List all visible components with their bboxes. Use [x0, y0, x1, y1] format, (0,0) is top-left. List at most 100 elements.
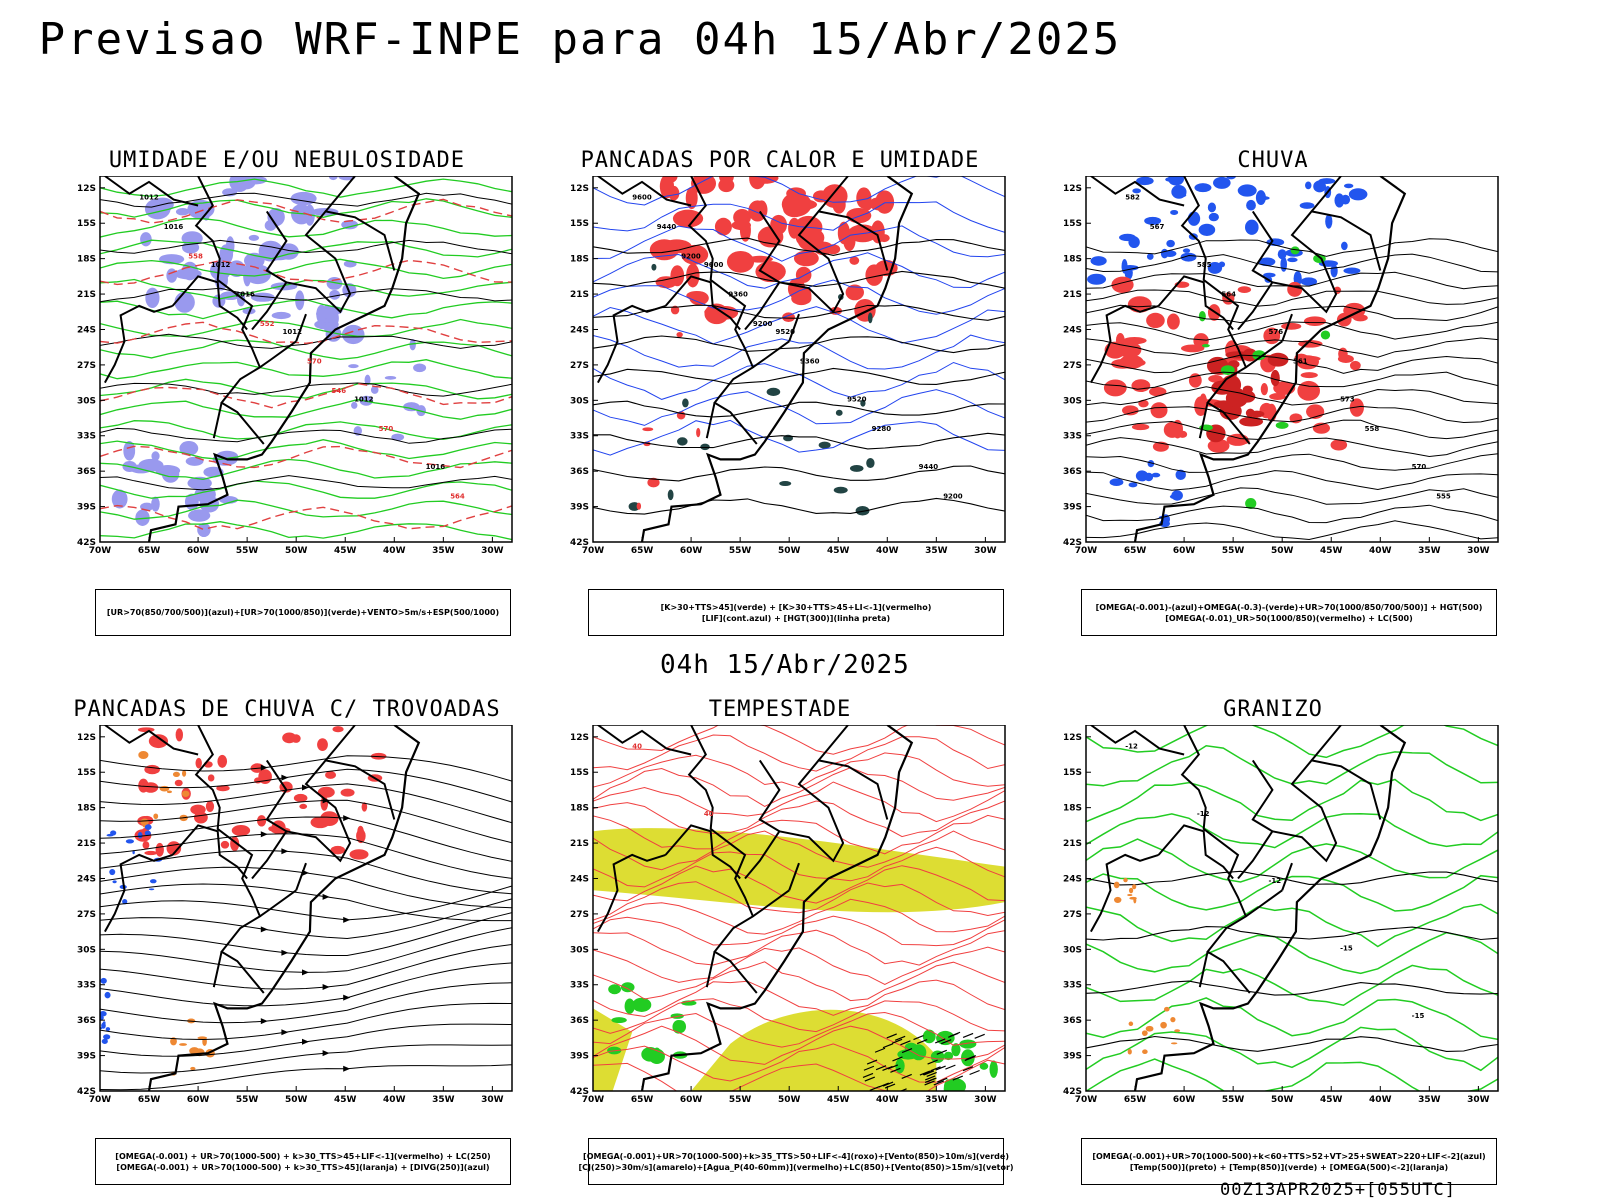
country-border	[752, 340, 790, 369]
map-chuva: 582 585 576 573 570 567 564 561 558 555 12S 15S 18S 2…	[1063, 176, 1499, 556]
thunderstorm-orange-area	[179, 1043, 188, 1046]
omega-red-area	[1349, 398, 1364, 417]
map-background	[1086, 176, 1498, 542]
height-500-contour	[1086, 520, 1498, 541]
wind-vector	[882, 1043, 894, 1049]
humidity-blue-area	[175, 208, 190, 216]
omega-blue-area	[1300, 277, 1318, 286]
water-vapour-red-contour	[593, 781, 1005, 823]
lat-label: 12S	[77, 184, 96, 194]
humidity-blue-area	[245, 264, 272, 285]
country-border	[705, 951, 716, 988]
country-border	[1090, 176, 1185, 207]
height-500-contour	[1086, 253, 1498, 274]
instability-red-area	[862, 198, 873, 211]
omega-red-core	[1239, 416, 1264, 427]
humidity-green-contour	[100, 499, 512, 520]
omega-blue-area	[1245, 219, 1259, 235]
thunderstorm-red-area	[174, 779, 183, 787]
humidity-blue-area	[328, 176, 338, 181]
thunderstorm-orange-area	[181, 790, 190, 797]
country-border	[1281, 862, 1293, 891]
omega-green-area	[1275, 421, 1289, 429]
country-border	[597, 176, 692, 207]
legend-box: [UR>70(850/700/500)](azul)+[UR>70(1000/8…	[95, 589, 511, 636]
humidity-blue-area	[250, 292, 275, 302]
water-vapour-red-contour	[593, 734, 1005, 772]
omega-blue-area	[1171, 490, 1183, 501]
humidity-blue-area	[240, 176, 267, 185]
lat-label: 12S	[570, 184, 589, 194]
wind-vector	[900, 1040, 911, 1046]
temp-500-black-contour	[1086, 980, 1498, 996]
thunderstorm-red-area	[144, 764, 160, 775]
lat-label: 15S	[1063, 219, 1082, 229]
lon-label: 60W	[680, 1095, 703, 1105]
contour-label: 570	[379, 425, 394, 433]
omega-red-area	[1228, 437, 1250, 445]
water-vapour-red-contour	[593, 1043, 1005, 1083]
panel-chuva: CHUVA 582 585 576 573 570 567 564 561 558 555 12S 1…	[1038, 148, 1508, 636]
pressure-contour	[100, 333, 512, 349]
wind-vector	[923, 1070, 935, 1076]
lat-label: 21S	[77, 290, 96, 300]
instability-red-area	[751, 176, 779, 184]
instability-green-area	[818, 441, 831, 449]
map-frame-group: 40 40 12S 15S 18S 21S 24S 27S 30S 33S 36S 39S 42S70W…	[570, 725, 1006, 1105]
thunderstorm-red-area	[193, 811, 208, 824]
humidity-blue-area	[351, 401, 358, 409]
country-border	[1090, 725, 1185, 756]
humidity-blue-area	[179, 440, 199, 456]
wind-vector	[933, 1080, 945, 1086]
wind-vector	[935, 1065, 946, 1071]
humidity-blue-area	[370, 385, 379, 394]
streamline-arrow	[260, 764, 268, 771]
contour-label: 1012	[139, 194, 159, 202]
streamline-arrow	[343, 1065, 351, 1072]
wind-vector	[901, 1073, 912, 1079]
country-border	[597, 853, 666, 933]
omega-blue-area	[1147, 460, 1155, 468]
thunderstorm-red-area	[299, 803, 308, 810]
water-vapour-red-contour	[593, 752, 1005, 789]
thunderstorm-red-area	[293, 793, 308, 803]
country-border	[705, 402, 716, 439]
thunderstorm-red-area	[195, 757, 202, 769]
thunderstorm-red-area	[143, 782, 159, 793]
omega-red-area	[1104, 341, 1126, 359]
omega-blue-area	[1299, 202, 1315, 209]
thunderstorm-red-area	[205, 800, 215, 813]
country-border	[259, 889, 297, 918]
legend-box: [OMEGA(-0.001)+UR>70(1000-500)+k<60+TTS>…	[1081, 1138, 1497, 1185]
lat-label: 27S	[1063, 361, 1082, 371]
contour-label: 9200	[681, 253, 701, 261]
instability-red-area	[845, 284, 864, 301]
country-border	[1245, 889, 1283, 918]
wind-vector	[869, 1085, 881, 1091]
lon-label: 50W	[285, 1095, 308, 1105]
omega-red-core	[1270, 369, 1280, 387]
temp-500-black-contour	[1086, 870, 1498, 886]
coastline	[147, 725, 421, 1091]
wind-vector	[974, 1033, 985, 1039]
streamline-arrow	[302, 969, 309, 976]
humidity-green-contour	[100, 398, 512, 420]
wind-850-green-area	[959, 1039, 977, 1049]
instability-green-area	[833, 486, 848, 494]
omega-red-area	[1131, 423, 1150, 431]
height-500-contour	[1086, 337, 1498, 358]
temp-850-green-contour	[1086, 1026, 1498, 1072]
water-vapour-red-contour	[593, 915, 1005, 947]
lon-label: 55W	[1222, 546, 1245, 556]
lon-label: 45W	[334, 546, 357, 556]
humidity-blue-area	[203, 466, 224, 478]
thunderstorm-red-area	[332, 726, 344, 733]
coastline	[640, 176, 914, 542]
country-border	[1157, 275, 1234, 331]
country-border	[286, 210, 396, 314]
lat-label: 15S	[77, 219, 96, 229]
height-500-contour	[1086, 238, 1498, 257]
instability-red-area	[793, 250, 819, 267]
instability-red-area	[821, 184, 848, 209]
